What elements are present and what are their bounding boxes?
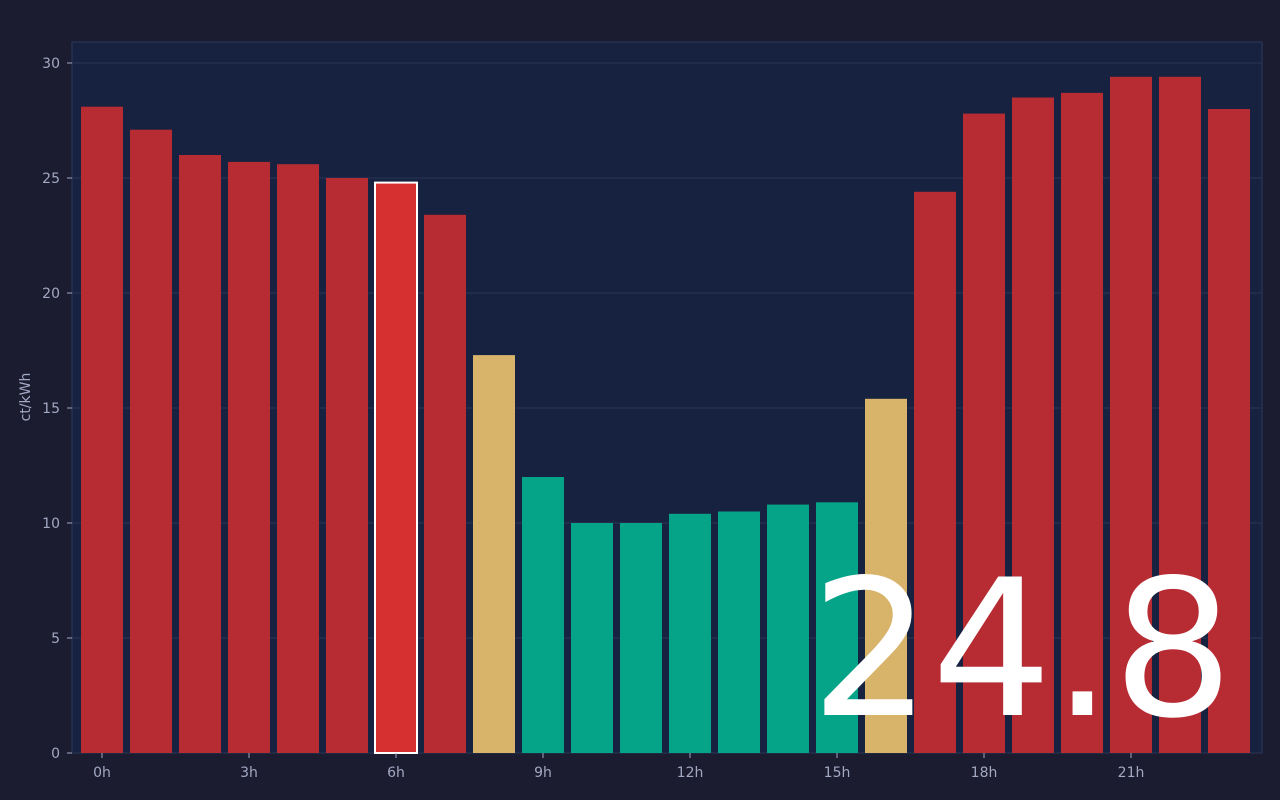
bar [669, 513, 711, 753]
x-tick-label: 15h [824, 765, 851, 781]
bar [816, 502, 858, 753]
x-tick-label: 21h [1118, 765, 1145, 781]
y-tick-label: 20 [42, 286, 60, 302]
bar [1159, 76, 1201, 754]
bar [1110, 76, 1152, 754]
x-tick-label: 9h [534, 765, 552, 781]
y-axis-label: ct/kWh [18, 373, 34, 422]
bar [228, 161, 270, 753]
bar [81, 106, 123, 753]
bar [522, 477, 564, 753]
x-tick-label: 12h [677, 765, 704, 781]
y-tick-label: 25 [42, 171, 60, 187]
y-tick-label: 10 [42, 516, 60, 532]
bar [179, 155, 221, 753]
current-price: 24.8 [810, 539, 1233, 760]
y-tick-label: 30 [42, 56, 60, 72]
x-tick-label: 18h [971, 765, 998, 781]
y-tick-label: 0 [51, 746, 60, 762]
bar [277, 164, 319, 753]
bar [1012, 97, 1054, 753]
bar [620, 523, 662, 753]
x-tick-label: 6h [387, 765, 405, 781]
bar [1208, 109, 1250, 753]
bar [424, 214, 466, 754]
bar [963, 113, 1005, 754]
bar [326, 178, 368, 753]
x-tick-label: 0h [93, 765, 111, 781]
bar [374, 181, 418, 755]
bar [718, 511, 760, 753]
y-tick-label: 15 [42, 401, 60, 417]
x-tick-label: 3h [240, 765, 258, 781]
bar [130, 129, 172, 753]
bar [1061, 92, 1103, 753]
bar [571, 523, 613, 753]
y-tick-label: 5 [51, 631, 60, 647]
bar [767, 504, 809, 753]
bar [473, 355, 515, 753]
bar [914, 191, 956, 754]
bar [865, 398, 907, 753]
